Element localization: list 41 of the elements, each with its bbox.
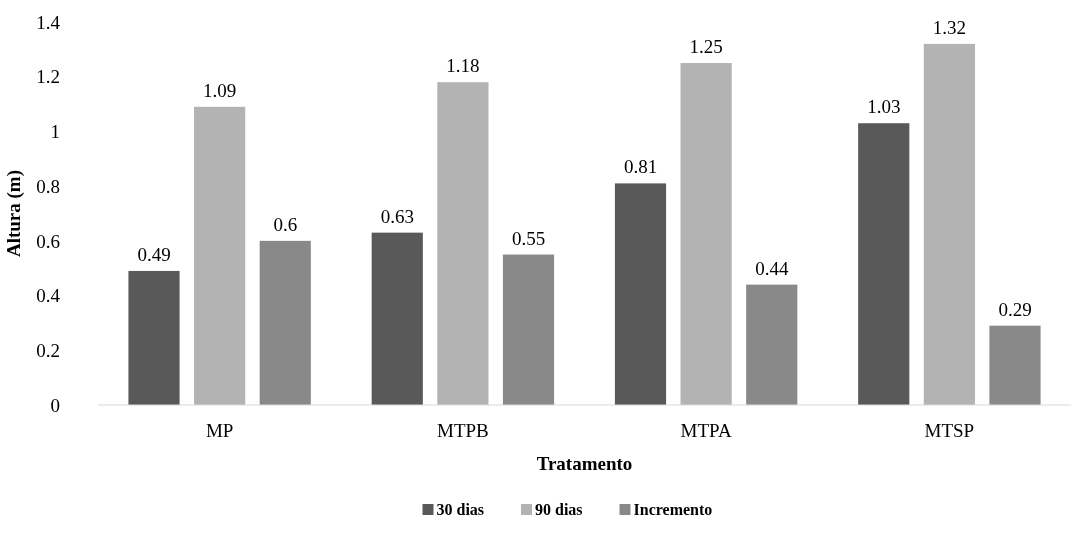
legend-label: 30 dias xyxy=(436,501,485,518)
bar xyxy=(680,63,732,405)
bar xyxy=(371,232,423,405)
bar xyxy=(437,82,489,405)
data-label: 1.25 xyxy=(689,36,723,58)
data-label: 0.29 xyxy=(998,298,1032,320)
y-tick-label: 1 xyxy=(50,121,60,143)
data-label: 0.81 xyxy=(623,156,658,178)
y-tick-label: 0.8 xyxy=(36,175,60,197)
bar xyxy=(746,284,798,405)
data-label: 1.18 xyxy=(446,55,480,77)
y-tick-label: 0.4 xyxy=(36,285,61,307)
data-label: 1.09 xyxy=(203,79,237,101)
y-tick-label: 0 xyxy=(50,394,60,416)
data-label: 1.03 xyxy=(867,96,901,118)
y-tick-label: 0.2 xyxy=(36,339,60,361)
bar xyxy=(128,270,180,405)
bar xyxy=(989,325,1041,405)
data-label: 0.63 xyxy=(380,205,414,227)
data-label: 0.44 xyxy=(755,257,789,279)
y-axis-title: Altura (m) xyxy=(3,169,25,258)
x-tick-label: MP xyxy=(205,420,234,441)
data-label: 1.32 xyxy=(932,16,966,38)
bar xyxy=(502,254,555,405)
data-label: 0.55 xyxy=(511,227,546,249)
legend-label: Incremento xyxy=(633,501,713,518)
data-label: 0.49 xyxy=(137,243,171,265)
x-tick-label: MTPA xyxy=(680,420,732,441)
x-tick-label: MTSP xyxy=(924,420,975,441)
legend-label: 90 dias xyxy=(535,501,583,518)
bar xyxy=(614,183,667,405)
bar xyxy=(923,43,975,405)
y-tick-label: 1.4 xyxy=(36,11,61,33)
y-tick-label: 0.6 xyxy=(36,230,60,252)
bar xyxy=(259,240,311,405)
y-tick-label: 1.2 xyxy=(36,66,60,88)
bar xyxy=(858,123,910,405)
bar xyxy=(194,106,246,405)
data-label: 0.6 xyxy=(273,213,298,235)
x-axis-title: Tratamento xyxy=(536,453,633,474)
x-tick-label: MTPB xyxy=(437,420,489,441)
